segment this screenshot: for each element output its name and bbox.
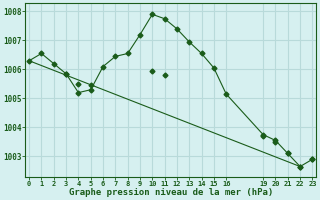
X-axis label: Graphe pression niveau de la mer (hPa): Graphe pression niveau de la mer (hPa) — [69, 188, 273, 197]
